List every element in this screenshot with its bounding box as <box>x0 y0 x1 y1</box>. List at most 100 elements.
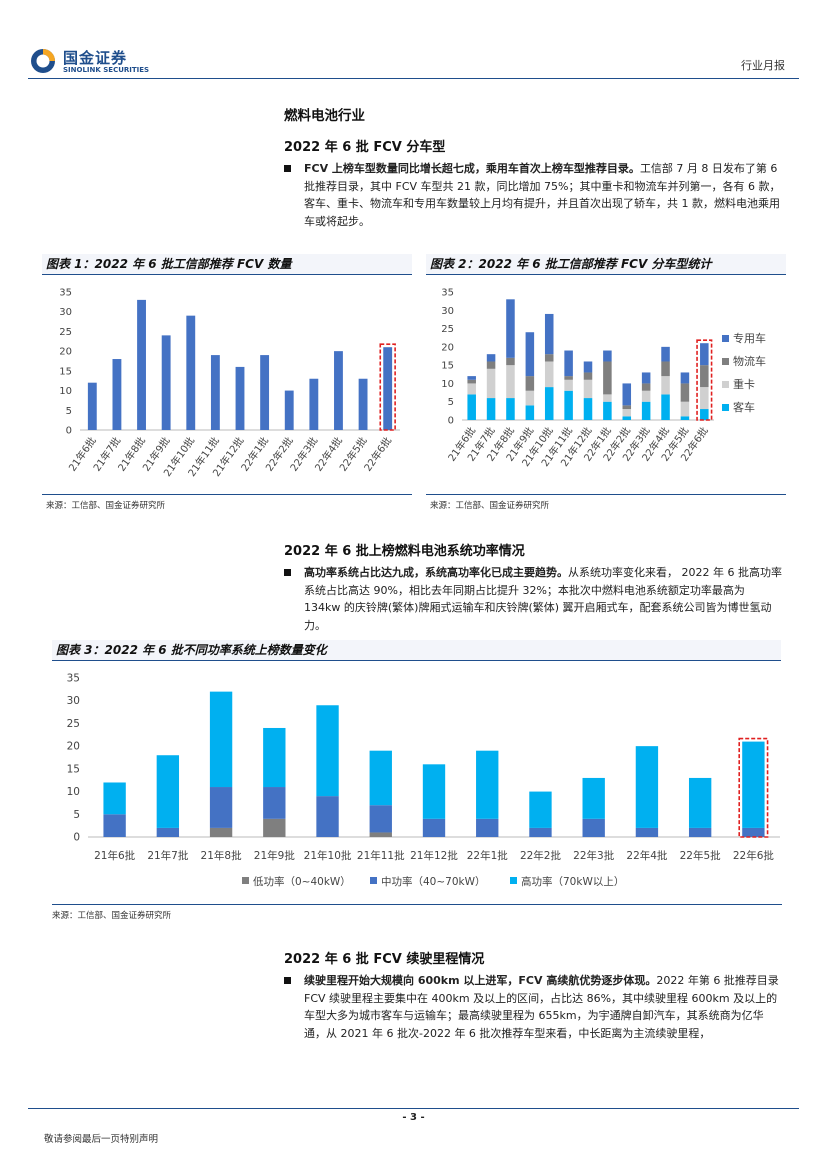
figure-2-chart: 0510152025303521年6批21年7批21年8批21年9批21年10批… <box>441 288 766 469</box>
highlight-box <box>379 343 396 431</box>
y-tick-label: 15 <box>67 763 80 775</box>
bar-segment <box>467 394 476 420</box>
bar <box>87 382 97 430</box>
bar <box>112 359 122 430</box>
bar-segment <box>544 361 554 388</box>
bar-segment <box>486 354 496 362</box>
bar-segment <box>467 383 476 395</box>
figure-1-bottom-rule <box>42 494 412 495</box>
y-tick-label: 20 <box>67 741 80 753</box>
x-tick-label: 22年1批 <box>467 849 509 862</box>
x-tick-label: 21年9批 <box>254 849 296 862</box>
figure-3-chart: 0 5 10 15 20 25 30 35 21年6批 21年7批 21年8批 21年9批 21年10批… <box>67 673 780 888</box>
logo-text-en: SINOLINK SECURITIES <box>63 66 150 74</box>
bar-segment <box>641 383 651 391</box>
bar-segment <box>582 777 605 819</box>
bar-segment <box>603 394 612 402</box>
bar-segment <box>583 379 593 399</box>
bar-segment <box>476 818 499 837</box>
bar-segment <box>506 299 515 358</box>
figure-3-title: 图表 3：2022 年 6 批不同功率系统上榜数量变化 <box>52 640 781 661</box>
y-tick-label: 30 <box>59 307 72 318</box>
bar-segment <box>544 387 554 420</box>
bar-segment <box>622 405 632 410</box>
document-type: 行业月报 <box>741 59 785 72</box>
bar-segment <box>661 361 670 377</box>
bar-segment <box>700 387 709 410</box>
figure-2-title: 图表 2：2022 年 6 批工信部推荐 FCV 分车型统计 <box>426 254 786 275</box>
bar-segment <box>544 354 554 362</box>
bar-segment <box>641 390 651 402</box>
bar-segment <box>486 398 496 420</box>
bar-segment <box>316 796 339 837</box>
y-tick-label: 10 <box>67 786 80 798</box>
legend-swatch <box>722 335 729 342</box>
y-tick-label: 0 <box>73 832 80 844</box>
bar <box>210 355 220 430</box>
bullet-body: 工信部 7 月 8 日发布了第 6 批推荐目录，其中 FCV 车型共 21 款，… <box>304 162 781 228</box>
legend-label: 高功率（70kW以上） <box>521 875 624 888</box>
figure-2-bottom-rule <box>426 494 786 495</box>
y-tick-label: 35 <box>441 288 454 299</box>
x-tick-label: 21年6批 <box>94 849 136 862</box>
y-tick-label: 0 <box>66 426 72 437</box>
bar-segment <box>661 394 670 420</box>
bar-segment <box>661 376 670 395</box>
figure-3-bottom-rule <box>52 904 782 905</box>
bar-segment <box>263 727 286 788</box>
bar-segment <box>369 750 392 806</box>
bar-segment <box>742 741 765 828</box>
legend-swatch <box>722 381 729 388</box>
bar-segment <box>506 365 515 399</box>
bar-segment <box>486 361 496 369</box>
bar-segment <box>583 398 593 420</box>
y-tick-label: 25 <box>441 324 454 335</box>
bar-segment <box>700 409 709 420</box>
y-tick-label: 5 <box>73 809 80 821</box>
legend-label: 专用车 <box>733 331 766 345</box>
subsection-title-power: 2022 年 6 批上榜燃料电池系统功率情况 <box>284 544 525 559</box>
y-tick-label: 10 <box>59 386 72 397</box>
figure-3-source: 来源：工信部、国金证券研究所 <box>52 911 172 921</box>
bar <box>235 366 245 430</box>
bar-segment <box>506 398 515 420</box>
bar-segment <box>506 357 515 366</box>
bullet-lead: 高功率系统占比达九成，系统高功率化已成主要趋势。 <box>304 566 568 579</box>
y-tick-label: 20 <box>59 347 72 358</box>
figure-2-source: 来源：工信部、国金证券研究所 <box>430 501 550 511</box>
legend-label: 低功率（0~40kW） <box>253 875 351 888</box>
bar-segment <box>680 372 690 384</box>
bullet-paragraph-range: 续驶里程开始大规模向 600km 以上进军，FCV 高续航优势逐步体现。2022… <box>284 972 784 1042</box>
highlight-box <box>696 339 713 421</box>
y-tick-label: 25 <box>67 718 80 730</box>
legend-swatch <box>510 877 517 884</box>
bar-segment <box>641 401 651 420</box>
bar-segment <box>369 832 392 837</box>
bar-segment <box>564 376 573 380</box>
legend-swatch <box>370 877 377 884</box>
legend-swatch <box>722 404 729 411</box>
bar-segment <box>422 764 446 819</box>
x-tick-label: 21年11批 <box>357 849 405 862</box>
bar-segment <box>635 746 659 828</box>
bar-segment <box>582 818 605 837</box>
x-tick-label: 22年5批 <box>680 849 722 862</box>
bullet-lead: 续驶里程开始大规模向 600km 以上进军，FCV 高续航优势逐步体现。 <box>304 974 657 987</box>
page-number: - 3 - <box>402 1112 425 1123</box>
y-tick-label: 20 <box>441 342 454 353</box>
bar-segment <box>486 368 496 399</box>
bar-segment <box>525 390 535 406</box>
y-tick-label: 30 <box>441 306 454 317</box>
bar <box>309 378 319 430</box>
bar <box>284 390 294 430</box>
bar-segment <box>622 416 632 420</box>
bar-segment <box>641 372 651 384</box>
bar-segment <box>209 691 233 788</box>
highlight-box <box>738 737 769 838</box>
bar <box>260 355 270 430</box>
bar-segment <box>103 814 126 837</box>
bullet-body: 从系统功率变化来看， 2022 年 6 批高功率系统占比高达 90%，相比去年同… <box>304 566 782 632</box>
bullet-paragraph-vehicle-type: FCV 上榜车型数量同比增长超七成，乘用车首次上榜车型推荐目录。工信部 7 月 … <box>284 160 784 230</box>
bullet-lead: FCV 上榜车型数量同比增长超七成，乘用车首次上榜车型推荐目录。 <box>304 162 640 175</box>
bar-segment <box>680 383 690 402</box>
